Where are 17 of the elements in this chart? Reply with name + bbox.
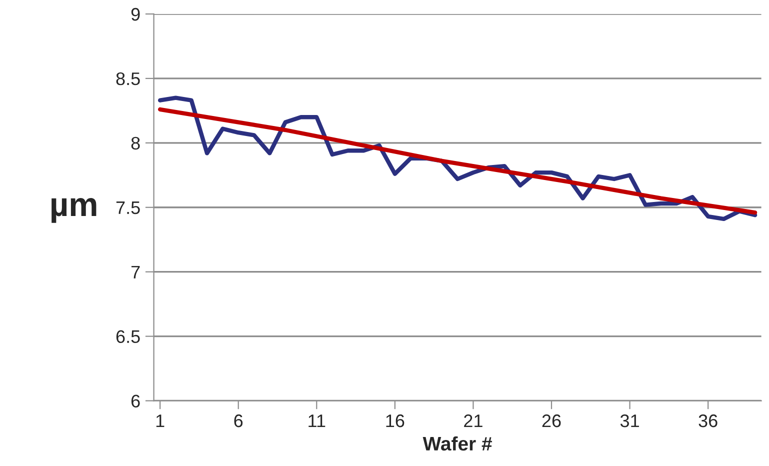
y-tick-label: 7.5: [116, 201, 140, 214]
y-tick-label: 6.5: [116, 330, 140, 344]
y-tick-label: 8: [131, 136, 140, 150]
x-tick-label: 1: [156, 414, 164, 428]
y-tick-label: 9: [131, 8, 140, 21]
x-tick-label: 31: [620, 414, 639, 428]
y-axis-title: µm: [52, 198, 96, 223]
x-tick-label: 26: [542, 414, 561, 428]
x-tick-label: 36: [698, 414, 718, 428]
x-axis-title: Wafer #: [422, 436, 492, 451]
x-tick-label: 6: [234, 414, 243, 428]
x-tick-label: 11: [308, 414, 326, 428]
y-tick-label: 7: [131, 266, 140, 278]
y-tick-label: 6: [131, 394, 140, 408]
y-tick-label: 8.5: [116, 72, 140, 86]
x-tick-label: 21: [464, 414, 482, 428]
x-tick-label: 16: [386, 414, 404, 428]
